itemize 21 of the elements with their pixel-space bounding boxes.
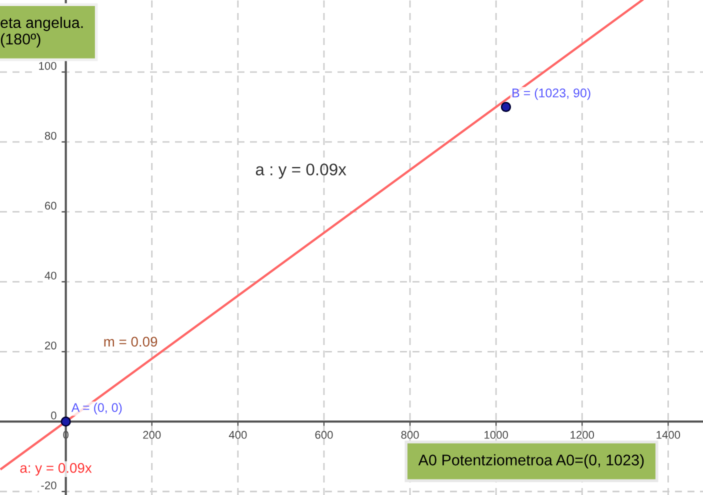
annotation: A = (0, 0) <box>71 402 122 414</box>
x-tick-label: 800 <box>401 430 419 439</box>
annotation: B = (1023, 90) <box>512 88 590 100</box>
x-tick-label: 400 <box>228 430 247 439</box>
x-tick-label: 600 <box>315 430 333 439</box>
annotation: a : y = 0.09x <box>256 164 346 179</box>
x-tick-label: 1000 <box>484 430 508 439</box>
x-tick-label: 200 <box>143 430 161 439</box>
y-tick-label: -20 <box>41 481 56 490</box>
annotation: m = 0.09 <box>104 336 158 347</box>
annotation: A0 Potentziometroa A0=(0, 1023) <box>418 454 644 468</box>
y-tick-label: 60 <box>45 202 56 210</box>
y-tick-label: 40 <box>44 272 56 280</box>
y-tick-label: 0 <box>51 412 56 420</box>
y-tick-label: 100 <box>39 62 56 70</box>
y-tick-label: 20 <box>45 342 56 350</box>
annotation: a: y = 0.09x <box>20 463 92 476</box>
x-tick-label: 1200 <box>570 430 594 439</box>
x-tick-label: 1400 <box>656 430 680 439</box>
y-tick-label: 80 <box>44 132 56 140</box>
text: eta angelua. (180º) <box>0 16 83 48</box>
